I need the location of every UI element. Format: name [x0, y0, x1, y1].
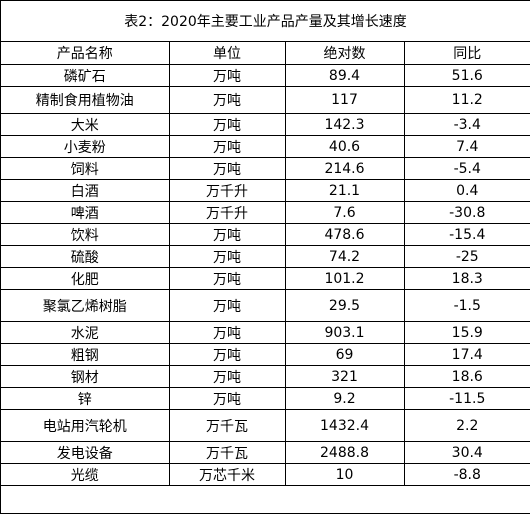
cell-unit: 万吨	[168, 113, 286, 136]
cell-absolute-value: 29.5	[284, 289, 405, 322]
table-row: 粗钢 万吨 69 17.4	[1, 343, 530, 366]
table-row: 小麦粉 万吨 40.6 7.4	[1, 135, 530, 158]
cell-product-name: 电站用汽轮机	[1, 409, 170, 442]
cell-absolute-value: 9.2	[284, 387, 405, 410]
header-absolute-value: 绝对数	[284, 42, 405, 65]
cell-unit: 万吨	[168, 86, 286, 114]
cell-absolute-value: 117	[284, 86, 405, 114]
cell-unit: 万吨	[168, 223, 286, 246]
production-table: 产品名称 单位 绝对数 同比 磷矿石 万吨 89.4 51.6 精制食用植物油 万吨 117…	[1, 42, 530, 486]
cell-product-name: 锌	[1, 387, 170, 410]
cell-product-name: 啤酒	[1, 201, 170, 224]
cell-product-name: 发电设备	[1, 441, 170, 464]
cell-absolute-value: 142.3	[284, 113, 405, 136]
cell-product-name: 磷矿石	[1, 64, 170, 87]
cell-unit: 万千升	[168, 201, 286, 224]
cell-product-name: 钢材	[1, 365, 170, 388]
cell-absolute-value: 10	[284, 463, 405, 486]
cell-product-name: 水泥	[1, 321, 170, 344]
cell-absolute-value: 478.6	[284, 223, 405, 246]
cell-unit: 万吨	[168, 343, 286, 366]
table-row: 精制食用植物油 万吨 117 11.2	[1, 86, 530, 114]
cell-yoy: 18.3	[403, 267, 530, 290]
cell-yoy: -5.4	[403, 157, 530, 180]
cell-yoy: -30.8	[403, 201, 530, 224]
cell-yoy: -25	[403, 245, 530, 268]
cell-yoy: 30.4	[403, 441, 530, 464]
cell-unit: 万吨	[168, 64, 286, 87]
cell-unit: 万吨	[168, 157, 286, 180]
cell-product-name: 饮料	[1, 223, 170, 246]
header-yoy: 同比	[403, 42, 530, 65]
table-row: 饲料 万吨 214.6 -5.4	[1, 157, 530, 180]
cell-unit: 万千瓦	[168, 441, 286, 464]
cell-unit: 万千瓦	[168, 409, 286, 442]
cell-unit: 万吨	[168, 267, 286, 290]
cell-yoy: 15.9	[403, 321, 530, 344]
cell-product-name: 聚氯乙烯树脂	[1, 289, 170, 322]
cell-product-name: 精制食用植物油	[1, 86, 170, 114]
cell-unit: 万吨	[168, 365, 286, 388]
table-row: 聚氯乙烯树脂 万吨 29.5 -1.5	[1, 289, 530, 322]
cell-product-name: 光缆	[1, 463, 170, 486]
cell-yoy: 18.6	[403, 365, 530, 388]
cell-yoy: 51.6	[403, 64, 530, 87]
cell-unit: 万吨	[168, 135, 286, 158]
cell-yoy: -1.5	[403, 289, 530, 322]
table-row: 化肥 万吨 101.2 18.3	[1, 267, 530, 290]
cell-yoy: 11.2	[403, 86, 530, 114]
cell-absolute-value: 40.6	[284, 135, 405, 158]
cell-yoy: 2.2	[403, 409, 530, 442]
cell-absolute-value: 1432.4	[284, 409, 405, 442]
table-row: 电站用汽轮机 万千瓦 1432.4 2.2	[1, 409, 530, 442]
table-row: 光缆 万芯千米 10 -8.8	[1, 463, 530, 486]
cell-unit: 万吨	[168, 289, 286, 322]
cell-absolute-value: 21.1	[284, 179, 405, 202]
cell-yoy: -3.4	[403, 113, 530, 136]
cell-unit: 万千升	[168, 179, 286, 202]
cell-absolute-value: 903.1	[284, 321, 405, 344]
table-row: 啤酒 万千升 7.6 -30.8	[1, 201, 530, 224]
cell-product-name: 饲料	[1, 157, 170, 180]
header-product-name: 产品名称	[1, 42, 170, 65]
table-row: 磷矿石 万吨 89.4 51.6	[1, 64, 530, 87]
cell-unit: 万芯千米	[168, 463, 286, 486]
table-row: 饮料 万吨 478.6 -15.4	[1, 223, 530, 246]
cell-yoy: -11.5	[403, 387, 530, 410]
header-unit: 单位	[168, 42, 286, 65]
table-row: 锌万吨 9.2 -11.5	[1, 387, 530, 410]
table-row: 大米 万吨 142.3 -3.4	[1, 113, 530, 136]
cell-yoy: -15.4	[403, 223, 530, 246]
cell-product-name: 小麦粉	[1, 135, 170, 158]
table-title: 表2：2020年主要工业产品产量及其增长速度	[1, 1, 530, 42]
cell-unit: 万吨	[168, 245, 286, 268]
cell-yoy: -8.8	[403, 463, 530, 486]
cell-absolute-value: 69	[284, 343, 405, 366]
table-row: 水泥 万吨 903.1 15.9	[1, 321, 530, 344]
cell-absolute-value: 74.2	[284, 245, 405, 268]
cell-product-name: 白酒	[1, 179, 170, 202]
cell-absolute-value: 214.6	[284, 157, 405, 180]
cell-yoy: 7.4	[403, 135, 530, 158]
table-row: 白酒 万千升 21.1 0.4	[1, 179, 530, 202]
header-row: 产品名称 单位 绝对数 同比	[1, 42, 530, 65]
cell-unit: 万吨	[168, 387, 286, 410]
table-row: 发电设备 万千瓦 2488.8 30.4	[1, 441, 530, 464]
cell-product-name: 硫酸	[1, 245, 170, 268]
cell-absolute-value: 7.6	[284, 201, 405, 224]
table-body: 磷矿石 万吨 89.4 51.6 精制食用植物油 万吨 117 11.2 大米 万吨 142.3 -3…	[1, 64, 530, 486]
cell-product-name: 粗钢	[1, 343, 170, 366]
cell-absolute-value: 89.4	[284, 64, 405, 87]
cell-unit: 万吨	[168, 321, 286, 344]
cell-yoy: 17.4	[403, 343, 530, 366]
table-row: 硫酸 万吨 74.2 -25	[1, 245, 530, 268]
cell-absolute-value: 321	[284, 365, 405, 388]
cell-product-name: 化肥	[1, 267, 170, 290]
cell-absolute-value: 2488.8	[284, 441, 405, 464]
table-row: 钢材 万吨 321 18.6	[1, 365, 530, 388]
cell-product-name: 大米	[1, 113, 170, 136]
cell-absolute-value: 101.2	[284, 267, 405, 290]
cell-yoy: 0.4	[403, 179, 530, 202]
